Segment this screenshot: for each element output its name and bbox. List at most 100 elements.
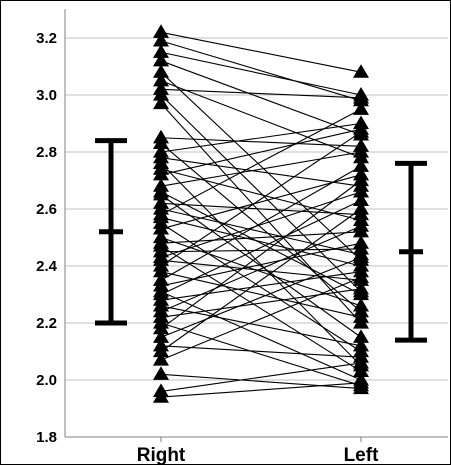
data-point-triangle xyxy=(153,135,169,150)
pair-line xyxy=(160,31,362,73)
y-tick-label: 2.6 xyxy=(36,201,57,218)
pair-line xyxy=(160,199,362,295)
pair-line xyxy=(160,194,362,338)
pair-line xyxy=(160,180,362,330)
data-point-triangle xyxy=(353,309,369,323)
pair-line xyxy=(160,128,362,176)
data-point-triangle xyxy=(353,297,369,312)
data-point-triangle xyxy=(353,269,369,283)
pair-line xyxy=(160,103,362,324)
data-point-triangle xyxy=(353,329,369,343)
pair-line xyxy=(160,248,362,253)
pair-line xyxy=(160,245,362,372)
pair-line xyxy=(160,208,362,352)
y-tick-labels: 1.8 2.0 2.2 2.4 2.6 2.8 3.0 3.2 xyxy=(36,30,58,446)
pair-line xyxy=(160,165,362,281)
pair-line xyxy=(160,108,362,216)
data-point-triangle xyxy=(153,72,169,87)
pair-line xyxy=(160,291,362,381)
pair-line xyxy=(160,71,362,261)
pair-line xyxy=(160,345,362,358)
pair-line xyxy=(160,225,362,313)
pair-line xyxy=(160,217,362,267)
y-tick-label: 2.0 xyxy=(36,372,57,389)
pair-line xyxy=(160,157,362,187)
data-point-triangle xyxy=(353,374,369,389)
pair-line xyxy=(160,51,362,96)
pair-line xyxy=(160,288,362,318)
category-labels: Right Left xyxy=(137,445,379,466)
data-point-triangle xyxy=(353,124,369,138)
pair-line xyxy=(160,362,362,392)
data-markers xyxy=(153,24,369,403)
pair-line xyxy=(160,151,362,187)
pair-line xyxy=(160,88,362,99)
data-point-triangle xyxy=(353,183,369,198)
pair-line xyxy=(160,373,362,390)
pair-line xyxy=(160,191,362,258)
data-point-triangle xyxy=(153,343,169,358)
pair-line xyxy=(160,131,362,267)
data-point-triangle xyxy=(153,24,169,38)
pair-line xyxy=(160,236,362,307)
pair-line xyxy=(160,222,362,352)
x-category-label: Right xyxy=(137,445,186,466)
pair-lines xyxy=(160,31,362,398)
data-point-triangle xyxy=(153,64,169,78)
pair-line xyxy=(160,322,362,387)
pair-line xyxy=(160,208,362,256)
pair-line xyxy=(160,137,362,147)
data-point-triangle xyxy=(153,389,169,403)
data-point-triangle xyxy=(153,87,169,101)
data-point-triangle xyxy=(353,249,369,264)
data-point-triangle xyxy=(153,32,169,47)
data-point-triangle xyxy=(353,158,369,172)
data-point-triangle xyxy=(353,64,369,78)
pair-line xyxy=(160,202,362,216)
pair-line xyxy=(160,231,362,244)
data-point-triangle xyxy=(353,101,369,115)
data-point-triangle xyxy=(353,144,369,158)
data-point-triangle xyxy=(353,363,369,378)
data-point-triangle xyxy=(353,337,369,352)
data-point-triangle xyxy=(353,89,369,104)
data-point-triangle xyxy=(153,186,169,201)
pair-line xyxy=(160,382,362,398)
data-point-triangle xyxy=(353,172,369,187)
data-point-triangle xyxy=(153,263,169,278)
pair-line xyxy=(160,276,362,361)
y-tick-label: 3.0 xyxy=(36,87,57,104)
x-category-label: Left xyxy=(344,445,380,466)
data-point-triangle xyxy=(353,280,369,295)
data-point-triangle xyxy=(353,235,369,249)
data-point-triangle xyxy=(153,329,169,343)
y-tick-label: 1.8 xyxy=(36,429,57,446)
pair-line xyxy=(160,168,362,221)
data-point-triangle xyxy=(353,354,369,369)
axes xyxy=(64,9,448,442)
data-point-triangle xyxy=(153,352,169,366)
y-tick-label: 3.2 xyxy=(36,30,57,47)
data-point-triangle xyxy=(353,218,369,232)
pair-line xyxy=(160,143,362,313)
data-point-triangle xyxy=(153,320,169,335)
data-point-triangle xyxy=(353,192,369,207)
data-point-triangle xyxy=(153,366,169,380)
pair-line xyxy=(160,271,362,301)
pair-line xyxy=(160,40,362,102)
pair-line xyxy=(160,122,362,153)
pair-line xyxy=(160,256,362,338)
data-point-triangle xyxy=(353,201,369,215)
data-point-triangle xyxy=(153,166,169,181)
data-point-triangle xyxy=(153,95,169,110)
pair-line xyxy=(160,94,362,293)
y-tick-label: 2.4 xyxy=(36,258,58,275)
data-point-triangle xyxy=(153,220,169,235)
error-bars xyxy=(95,138,427,343)
pair-line xyxy=(160,60,362,136)
data-point-triangle xyxy=(153,44,169,58)
y-tick-label: 2.8 xyxy=(36,144,57,161)
y-tick-label: 2.2 xyxy=(36,315,57,332)
